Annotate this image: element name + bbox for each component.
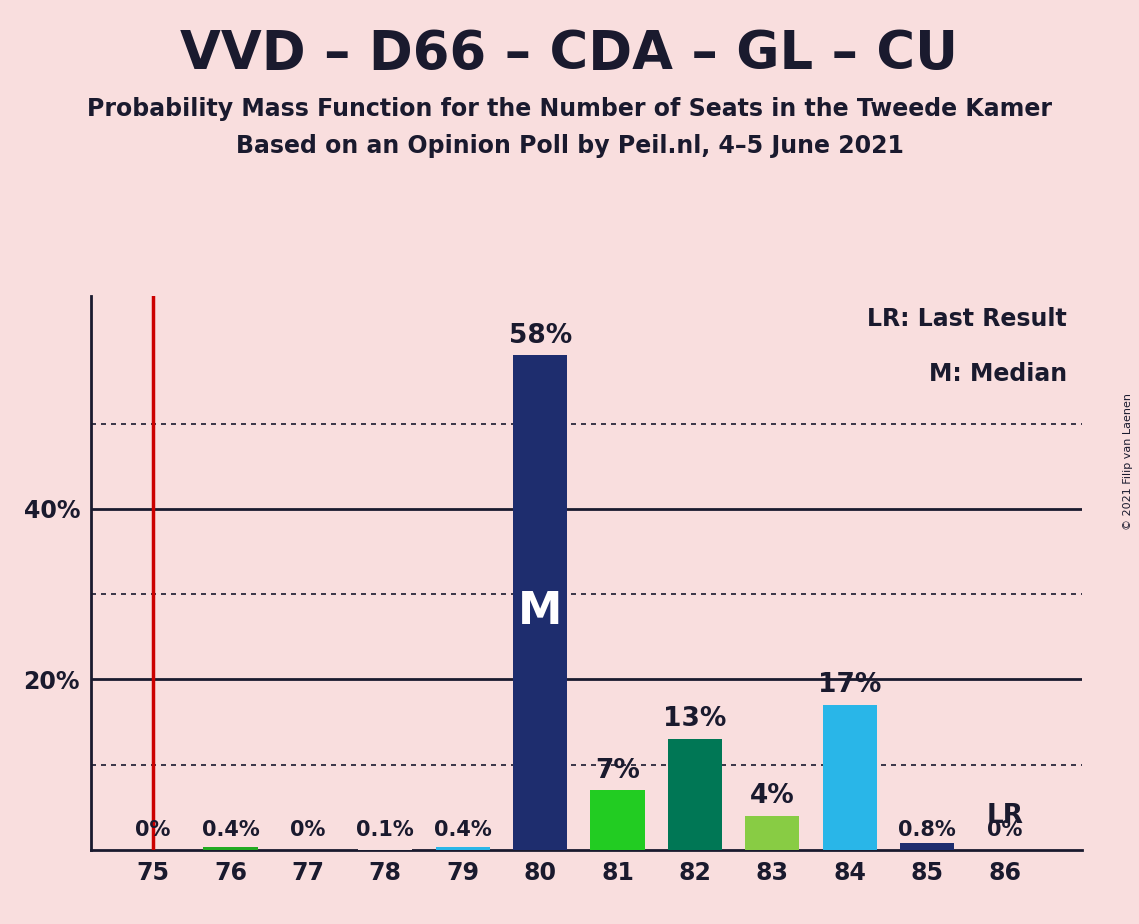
Text: © 2021 Filip van Laenen: © 2021 Filip van Laenen: [1123, 394, 1133, 530]
Text: 0%: 0%: [290, 820, 326, 840]
Text: 0.4%: 0.4%: [434, 820, 492, 840]
Text: 17%: 17%: [818, 673, 882, 699]
Bar: [513, 356, 567, 850]
Text: Probability Mass Function for the Number of Seats in the Tweede Kamer: Probability Mass Function for the Number…: [87, 97, 1052, 121]
Bar: [204, 846, 257, 850]
Bar: [590, 790, 645, 850]
Text: LR: LR: [986, 803, 1023, 829]
Text: M: M: [518, 590, 563, 633]
Bar: [822, 705, 877, 850]
Text: Based on an Opinion Poll by Peil.nl, 4–5 June 2021: Based on an Opinion Poll by Peil.nl, 4–5…: [236, 134, 903, 158]
Bar: [667, 739, 722, 850]
Text: 0.8%: 0.8%: [899, 820, 956, 840]
Text: 0%: 0%: [136, 820, 171, 840]
Bar: [900, 844, 954, 850]
Text: LR: Last Result: LR: Last Result: [868, 307, 1067, 331]
Text: VVD – D66 – CDA – GL – CU: VVD – D66 – CDA – GL – CU: [180, 28, 959, 79]
Text: 0.1%: 0.1%: [357, 820, 415, 840]
Text: M: Median: M: Median: [929, 362, 1067, 386]
Text: 0.4%: 0.4%: [202, 820, 260, 840]
Text: 13%: 13%: [663, 706, 727, 733]
Text: 7%: 7%: [595, 758, 640, 784]
Text: 58%: 58%: [508, 322, 572, 348]
Text: 0%: 0%: [988, 820, 1023, 840]
Bar: [435, 846, 490, 850]
Bar: [745, 816, 800, 850]
Text: 4%: 4%: [749, 784, 795, 809]
